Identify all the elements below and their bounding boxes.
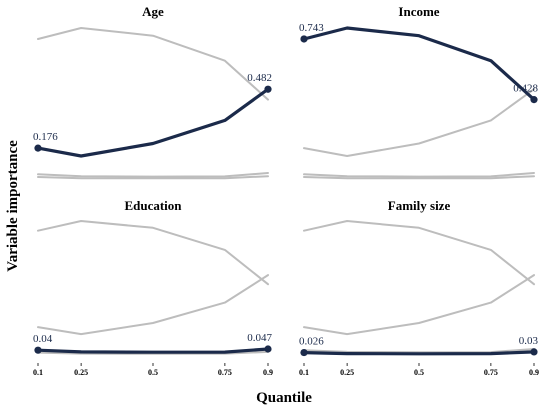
highlight-point-start (34, 346, 42, 354)
highlight-point-end (530, 348, 538, 356)
background-series-line (37, 274, 269, 336)
data-label-start: 0.04 (33, 333, 53, 345)
panel-title: Income (398, 4, 439, 19)
y-axis-label: Variable importance (5, 140, 21, 272)
x-tick-label: 0.25 (74, 368, 88, 377)
panels-group: Age 0.176 0.482 Income 0.743 0.428 Education 0.… (33, 4, 539, 377)
x-tick-label: 0.5 (148, 368, 158, 377)
background-series-line (37, 172, 269, 178)
data-label-start: 0.176 (33, 131, 58, 143)
x-tick-label: 0.25 (340, 368, 354, 377)
panel-title: Education (124, 198, 182, 213)
x-tick-label: 0.9 (529, 368, 539, 377)
background-series-line (37, 175, 269, 180)
x-tick-label: 0.9 (263, 368, 273, 377)
highlight-point-start (34, 144, 42, 152)
background-series-line (37, 220, 269, 286)
panel-income: Income 0.743 0.428 (299, 4, 539, 180)
highlight-series-line (36, 347, 270, 354)
panel-age: Age 0.176 0.482 (33, 4, 272, 180)
highlight-series-line (302, 350, 536, 356)
x-tick-label: 0.5 (414, 368, 424, 377)
highlight-point-start (300, 348, 308, 357)
background-series-line (303, 220, 535, 286)
x-tick-label: 0.1 (33, 368, 43, 377)
panel-title: Family size (388, 198, 451, 213)
background-series-line (37, 350, 269, 355)
x-axis-label: Quantile (256, 390, 312, 406)
x-tick-label: 0.75 (484, 368, 498, 377)
panel-title: Age (142, 4, 164, 19)
data-label-end: 0.428 (513, 83, 538, 95)
x-tick-label: 0.1 (299, 368, 309, 377)
data-label-end: 0.482 (247, 72, 272, 84)
highlight-point-start (300, 35, 308, 43)
data-label-end: 0.03 (519, 335, 539, 347)
data-label-end: 0.047 (247, 332, 272, 344)
background-series-line (303, 88, 535, 157)
x-tick-label: 0.75 (218, 368, 232, 377)
data-label-start: 0.026 (299, 336, 324, 348)
highlight-point-end (530, 96, 538, 104)
background-series-line (303, 175, 535, 180)
highlight-point-end (264, 345, 272, 353)
background-series-line (303, 172, 535, 178)
background-series-line (303, 274, 535, 336)
data-label-start: 0.743 (299, 22, 324, 34)
panel-family-size: Family size 0.026 0.03 0.1 0.25 0.5 0.75 0.9 (299, 198, 539, 377)
panel-education: Education 0.04 0.047 0.1 0.25 0.5 0.75 0.9 (33, 198, 273, 377)
highlight-series-line (302, 26, 536, 102)
background-series-line (37, 27, 269, 101)
highlight-point-end (264, 85, 272, 93)
highlight-series-line (36, 87, 270, 158)
